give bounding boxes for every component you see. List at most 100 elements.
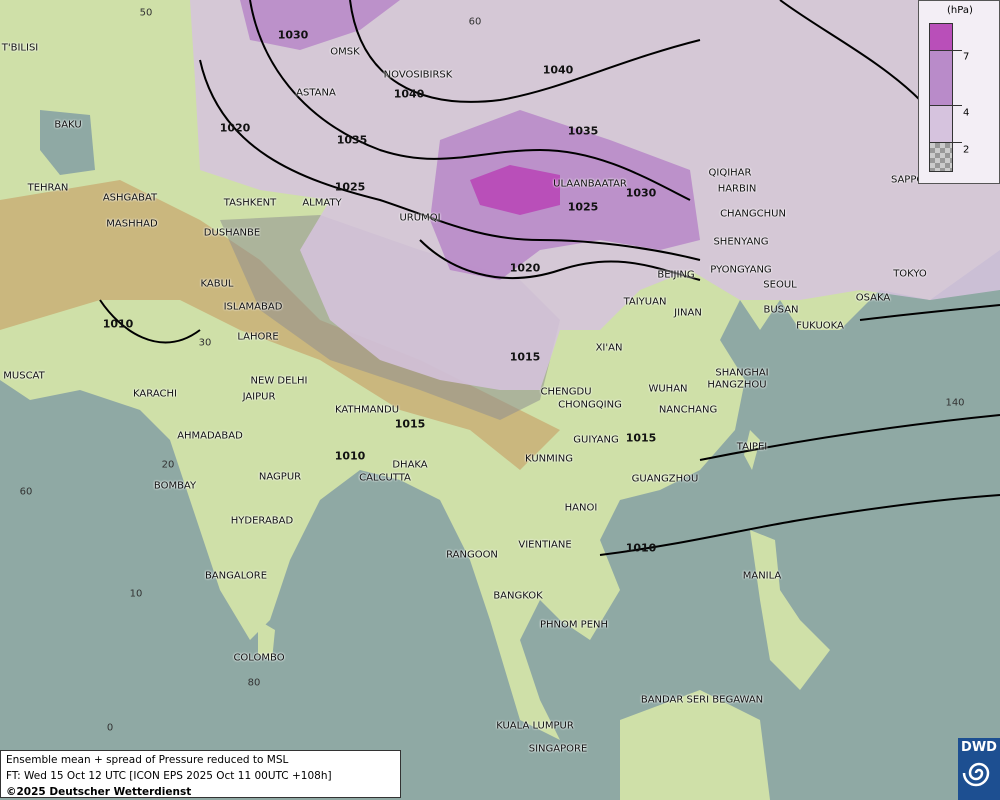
city-label: NAGPUR [258, 471, 302, 483]
city-label: CALCUTTA [359, 472, 411, 484]
city-label: GUANGZHOU [631, 473, 699, 485]
city-label: TASHKENT [223, 197, 277, 209]
city-label: NOVOSIBIRSK [383, 69, 453, 81]
latlon-label: 60 [19, 486, 33, 498]
philippines [750, 530, 830, 690]
city-label: VIENTIANE [518, 539, 572, 551]
city-label: TAIPEI [736, 441, 768, 453]
city-label: PHNOM PENH [539, 619, 609, 631]
legend-level: 7 [963, 51, 970, 63]
copyright: ©2025 Deutscher Wetterdienst [6, 786, 192, 798]
city-label: BANDAR SERI BEGAWAN [640, 694, 764, 706]
city-label: SEOUL [763, 279, 797, 291]
borneo [620, 690, 770, 800]
isobar-label: 1035 [336, 133, 368, 147]
city-label: T'BILISI [1, 42, 39, 54]
isobar-label: 1020 [219, 121, 251, 135]
city-label: ISLAMABAD [223, 301, 283, 313]
map-title: Ensemble mean + spread of Pressure reduc… [6, 754, 289, 766]
city-label: JAIPUR [242, 391, 276, 403]
caption-box: Ensemble mean + spread of Pressure reduc… [0, 750, 401, 798]
legend-swatch-2-4 [929, 105, 953, 143]
legend-swatch-below-2 [929, 142, 953, 172]
city-label: BEIJING [657, 269, 695, 281]
city-label: OMSK [330, 46, 360, 58]
city-label: ULAANBAATAR [553, 178, 627, 190]
city-label: DUSHANBE [203, 227, 261, 239]
spread-above-7 [470, 165, 560, 215]
city-label: NEW DELHI [250, 375, 308, 387]
city-label: KUNMING [525, 453, 573, 465]
sri-lanka [258, 620, 275, 660]
swirl-icon [962, 762, 990, 787]
spread-4-7 [240, 0, 700, 280]
city-label: HARBIN [717, 183, 757, 195]
logo-text: DWD [961, 740, 997, 755]
isobar-label: 1025 [334, 180, 366, 194]
city-label: BUSAN [763, 304, 799, 316]
latlon-label: 20 [161, 459, 175, 471]
city-label: BOMBAY [153, 480, 197, 492]
city-label: MANILA [742, 570, 782, 582]
city-label: AHMADABAD [177, 430, 243, 442]
isobar-label: 1040 [542, 63, 574, 77]
city-label: OSAKA [855, 292, 891, 304]
isobar-label: 1010 [334, 449, 366, 463]
highlands [0, 180, 560, 470]
latlon-label: 80 [247, 677, 261, 689]
city-label: COLOMBO [233, 652, 285, 664]
city-label: KABUL [200, 278, 234, 290]
city-label: QIQIHAR [708, 167, 752, 179]
isobar-label: 1015 [509, 350, 541, 364]
latlon-label: 140 [945, 397, 965, 409]
city-label: ASHGABAT [102, 192, 158, 204]
city-label: NANCHANG [658, 404, 718, 416]
city-label: JINAN [674, 307, 702, 319]
forecast-time: FT: Wed 15 Oct 12 UTC [ICON EPS 2025 Oct… [6, 770, 332, 782]
isobar-label: 1025 [567, 200, 599, 214]
city-label: SAPPORO [890, 174, 940, 186]
legend-level: 2 [963, 144, 970, 156]
city-label: BANGKOK [493, 590, 543, 602]
city-label: ALMATY [302, 197, 342, 209]
city-label: TEHRAN [27, 182, 69, 194]
latlon-label: 10 [129, 588, 143, 600]
city-label: FUKUOKA [796, 320, 844, 332]
dwd-logo: DWD [958, 738, 1000, 800]
isobar-label: 1030 [625, 186, 657, 200]
caspian-sea [40, 110, 95, 175]
latlon-label: 60 [468, 16, 482, 28]
city-label: URUMQI [399, 212, 441, 224]
city-label: HANGZHOU [707, 379, 767, 391]
city-label: KUALA LUMPUR [496, 720, 574, 732]
isobar-label: 1010 [102, 317, 134, 331]
city-label: BAKU [54, 119, 82, 131]
legend-swatch-above-7 [929, 23, 953, 51]
isobar-label: 1015 [394, 417, 426, 431]
city-label: HANOI [564, 502, 598, 514]
isobar-label: 1035 [567, 124, 599, 138]
isobar-label: 1010 [625, 541, 657, 555]
city-label: DHAKA [392, 459, 428, 471]
isobars [99, 0, 1000, 556]
city-label: CHONGQING [558, 399, 622, 411]
city-label: GUIYANG [573, 434, 619, 446]
legend-unit: (hPa) [947, 5, 973, 16]
city-label: HYDERABAD [230, 515, 294, 527]
latlon-label: 30 [198, 337, 212, 349]
isobar-label: 1030 [277, 28, 309, 42]
city-label: ASTANA [296, 87, 336, 99]
isobar-label: 1040 [393, 87, 425, 101]
city-label: BANGALORE [204, 570, 268, 582]
city-label: PYONGYANG [710, 264, 772, 276]
city-label: KARACHI [133, 388, 177, 400]
legend: (hPa) 7 4 2 [918, 0, 1000, 184]
city-label: CHENGDU [540, 386, 592, 398]
legend-level: 4 [963, 107, 970, 119]
city-label: TOKYO [893, 268, 927, 280]
city-label: KATHMANDU [334, 404, 400, 416]
city-label: MASHHAD [106, 218, 158, 230]
latlon-label: 0 [106, 722, 114, 734]
city-label: TAIYUAN [623, 296, 667, 308]
